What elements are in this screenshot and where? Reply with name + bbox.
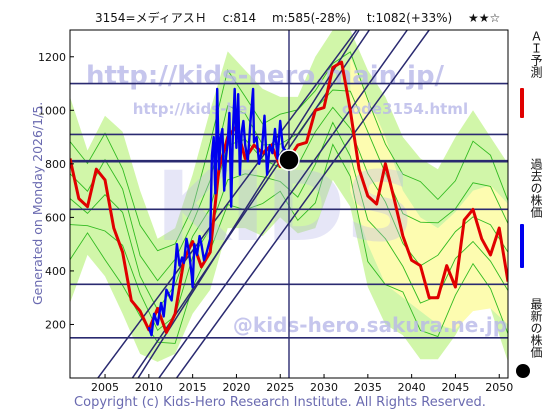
mid-price: m:585(-28%) bbox=[271, 11, 351, 25]
x-tick-label: 2025 bbox=[266, 381, 294, 394]
copyright: Copyright (c) Kids-Hero Research Institu… bbox=[74, 395, 486, 410]
rating-stars: ★★☆ bbox=[468, 11, 501, 25]
y-tick-label: 800 bbox=[45, 158, 66, 171]
trend-channel-line bbox=[158, 30, 408, 378]
y-tick-label: 200 bbox=[45, 318, 66, 331]
y-tick-label: 600 bbox=[45, 211, 66, 224]
plot-area: http://kids-hero.main.jp/http://kids-he c… bbox=[70, 30, 508, 378]
legend-past-label: 過去の株価 bbox=[529, 158, 543, 218]
x-tick-label: 2005 bbox=[91, 381, 119, 394]
chart-header: 3154=メディアスＨ c:814 m:585(-28%) t:1082(+33… bbox=[95, 9, 535, 25]
x-tick-label: 2020 bbox=[222, 381, 250, 394]
y-tick-label: 400 bbox=[45, 265, 66, 278]
past-price-line bbox=[147, 87, 291, 337]
legend-latest-dot bbox=[516, 364, 530, 378]
latest-price-marker bbox=[278, 149, 300, 171]
target-price: t:1082(+33%) bbox=[366, 11, 453, 25]
x-tick-label: 2010 bbox=[135, 381, 163, 394]
forecast-band-yellow bbox=[350, 56, 508, 330]
trend-channel-line bbox=[96, 30, 358, 378]
x-tick-label: 2015 bbox=[179, 381, 207, 394]
legend-past-price: 過去の株価 bbox=[515, 158, 555, 288]
y-tick-label: 1200 bbox=[38, 51, 66, 64]
generated-date: Generated on Monday 2026/1/5. bbox=[30, 101, 45, 305]
legend-past-swatch bbox=[520, 224, 524, 268]
x-tick-label: 2040 bbox=[398, 381, 426, 394]
legend-ai-label: ＡＩ予測 bbox=[529, 30, 543, 78]
x-tick-label: 2030 bbox=[310, 381, 338, 394]
legend-latest-label: 最新の株価 bbox=[529, 298, 543, 358]
stock-code: 3154=メディアスＨ bbox=[95, 11, 207, 25]
watermark-url-mid-right: code3154.html bbox=[342, 100, 468, 118]
legend-ai-forecast: ＡＩ予測 bbox=[515, 30, 555, 150]
x-tick-label: 2035 bbox=[354, 381, 382, 394]
x-tick-label: 2045 bbox=[441, 381, 469, 394]
y-tick-label: 1000 bbox=[38, 104, 66, 117]
watermark-url-top: http://kids-hero.main.jp/ bbox=[86, 61, 445, 91]
plot-frame bbox=[69, 29, 509, 379]
current-price: c:814 bbox=[222, 11, 257, 25]
legend: ＡＩ予測 過去の株価 最新の株価 bbox=[515, 30, 555, 380]
watermark-url-bottom: @kids-hero.sakura.ne.jp bbox=[233, 313, 507, 337]
x-tick-label: 2050 bbox=[485, 381, 513, 394]
legend-latest-price: 最新の株価 bbox=[515, 298, 555, 383]
trend-channel-line bbox=[175, 30, 430, 378]
legend-ai-swatch bbox=[520, 88, 524, 118]
